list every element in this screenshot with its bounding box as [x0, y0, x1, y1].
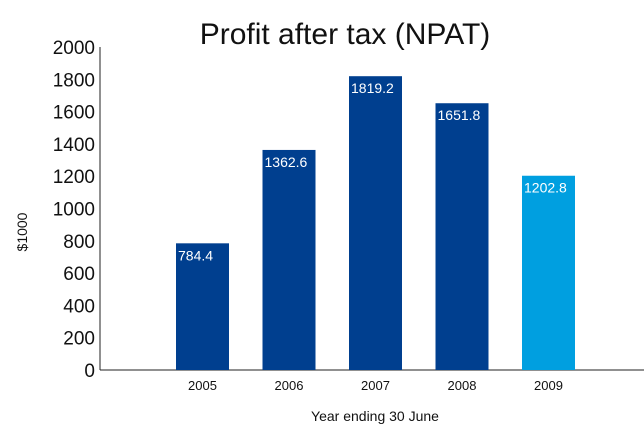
bar-value-label: 1651.8 [438, 107, 481, 123]
y-tick-label: 1200 [53, 167, 95, 188]
bar-2005 [176, 243, 229, 370]
bar-2008 [435, 103, 489, 370]
y-tick-label: 400 [63, 296, 95, 317]
y-tick-label: 0 [84, 361, 95, 382]
y-tick-label: 1800 [53, 70, 95, 91]
y-axis-ticks: 0 200 400 600 800 1000 1200 1400 1600 1800 2000 [53, 38, 95, 382]
x-tick-label: 2008 [448, 378, 477, 393]
x-tick-label: 2009 [534, 378, 563, 393]
x-axis-ticks: 2005 2006 2007 2008 2009 [188, 378, 563, 393]
y-tick-label: 1400 [53, 135, 95, 156]
bars: 784.4 1362.6 1819.2 1651.8 1202.8 [176, 76, 575, 370]
y-tick-label: 2000 [53, 38, 95, 59]
y-axis-label: $1000 [14, 212, 30, 251]
y-tick-label: 800 [63, 232, 95, 253]
bar-value-label: 1819.2 [351, 80, 394, 96]
y-tick-label: 1600 [53, 103, 95, 124]
x-tick-label: 2007 [361, 378, 390, 393]
y-tick-label: 1000 [53, 200, 95, 221]
bar-value-label: 1362.6 [265, 154, 308, 170]
bar-2007 [349, 76, 402, 370]
bar-value-label: 1202.8 [524, 180, 567, 196]
chart-title: Profit after tax (NPAT) [200, 18, 491, 51]
bar-2009 [522, 175, 575, 370]
x-axis-label: Year ending 30 June [311, 408, 439, 424]
y-tick-label: 200 [63, 329, 95, 350]
y-tick-label: 600 [63, 264, 95, 285]
bar-value-label: 784.4 [178, 247, 213, 263]
x-tick-label: 2006 [275, 378, 304, 393]
x-tick-label: 2005 [188, 378, 217, 393]
bar-2006 [262, 149, 316, 370]
